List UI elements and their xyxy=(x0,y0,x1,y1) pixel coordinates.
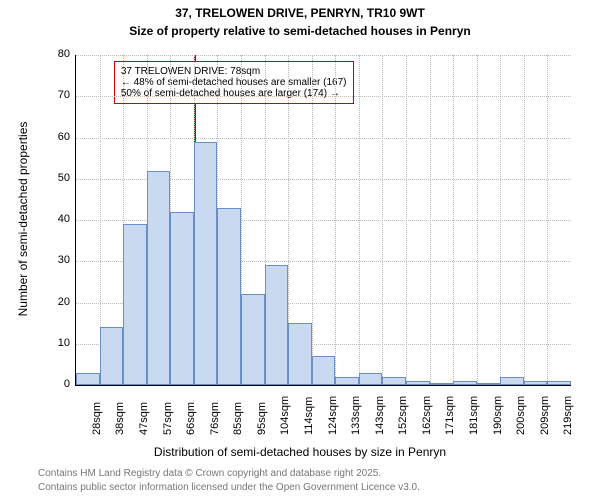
x-tick-label: 181sqm xyxy=(468,396,480,435)
y-tick-label: 20 xyxy=(40,296,70,308)
grid-v xyxy=(335,55,336,385)
x-tick-label: 143sqm xyxy=(374,396,386,435)
grid-v xyxy=(359,55,360,385)
grid-v xyxy=(500,55,501,385)
histogram-bar xyxy=(170,212,194,385)
histogram-bar xyxy=(123,224,147,385)
y-axis-label: Number of semi-detached properties xyxy=(16,69,30,369)
x-tick-label: 190sqm xyxy=(492,396,504,435)
x-axis-label: Distribution of semi-detached houses by … xyxy=(0,445,600,459)
histogram-bar xyxy=(100,327,124,385)
y-tick-label: 50 xyxy=(40,172,70,184)
y-tick-label: 70 xyxy=(40,89,70,101)
histogram-bar xyxy=(453,381,477,385)
footer-line-2: Contains public sector information licen… xyxy=(38,482,420,493)
histogram-bar xyxy=(500,377,524,385)
histogram-bar xyxy=(217,208,241,385)
y-tick-label: 60 xyxy=(40,131,70,143)
x-tick-label: 124sqm xyxy=(327,396,339,435)
x-tick-label: 38sqm xyxy=(114,402,126,435)
histogram-bar xyxy=(382,377,406,385)
y-tick-label: 0 xyxy=(40,378,70,390)
grid-v xyxy=(430,55,431,385)
grid-v xyxy=(382,55,383,385)
x-tick-label: 85sqm xyxy=(232,402,244,435)
grid-h xyxy=(76,96,571,97)
histogram-bar xyxy=(147,171,171,386)
x-tick-label: 95sqm xyxy=(256,402,268,435)
x-tick-label: 133sqm xyxy=(350,396,362,435)
x-tick-label: 114sqm xyxy=(303,397,315,435)
histogram-bar xyxy=(265,265,289,385)
histogram-bar xyxy=(194,142,218,385)
grid-h xyxy=(76,55,571,56)
histogram-bar xyxy=(288,323,312,385)
histogram-bar xyxy=(241,294,265,385)
y-tick-label: 80 xyxy=(40,48,70,60)
plot-area: 37 TRELOWEN DRIVE: 78sqm← 48% of semi-de… xyxy=(75,55,571,386)
x-tick-label: 47sqm xyxy=(138,402,150,435)
grid-v xyxy=(547,55,548,385)
x-tick-label: 162sqm xyxy=(421,396,433,435)
x-tick-label: 219sqm xyxy=(562,396,574,435)
x-tick-label: 104sqm xyxy=(279,396,291,435)
histogram-bar xyxy=(312,356,336,385)
y-tick-label: 10 xyxy=(40,337,70,349)
histogram-bar xyxy=(359,373,383,385)
y-tick-label: 30 xyxy=(40,254,70,266)
grid-v xyxy=(453,55,454,385)
grid-v xyxy=(406,55,407,385)
footer-line-1: Contains HM Land Registry data © Crown c… xyxy=(38,468,381,479)
y-tick-label: 40 xyxy=(40,213,70,225)
grid-v xyxy=(524,55,525,385)
x-tick-label: 171sqm xyxy=(444,396,456,435)
histogram-bar xyxy=(335,377,359,385)
histogram-bar xyxy=(76,373,100,385)
chart-title-2: Size of property relative to semi-detach… xyxy=(0,24,600,38)
x-tick-label: 200sqm xyxy=(515,396,527,435)
x-tick-label: 209sqm xyxy=(539,396,551,435)
annotation-box: 37 TRELOWEN DRIVE: 78sqm← 48% of semi-de… xyxy=(114,61,354,104)
x-tick-label: 66sqm xyxy=(185,402,197,435)
grid-h xyxy=(76,138,571,139)
grid-v xyxy=(477,55,478,385)
chart-title-1: 37, TRELOWEN DRIVE, PENRYN, TR10 9WT xyxy=(0,6,600,20)
histogram-bar xyxy=(477,383,501,385)
grid-v xyxy=(312,55,313,385)
histogram-bar xyxy=(524,381,548,385)
chart-container: 37, TRELOWEN DRIVE, PENRYN, TR10 9WT Siz… xyxy=(0,0,600,500)
x-tick-label: 28sqm xyxy=(91,402,103,435)
histogram-bar xyxy=(430,383,454,385)
histogram-bar xyxy=(547,381,571,385)
x-tick-label: 152sqm xyxy=(397,396,409,435)
x-tick-label: 57sqm xyxy=(162,402,174,435)
histogram-bar xyxy=(406,381,430,385)
x-tick-label: 76sqm xyxy=(209,402,221,435)
